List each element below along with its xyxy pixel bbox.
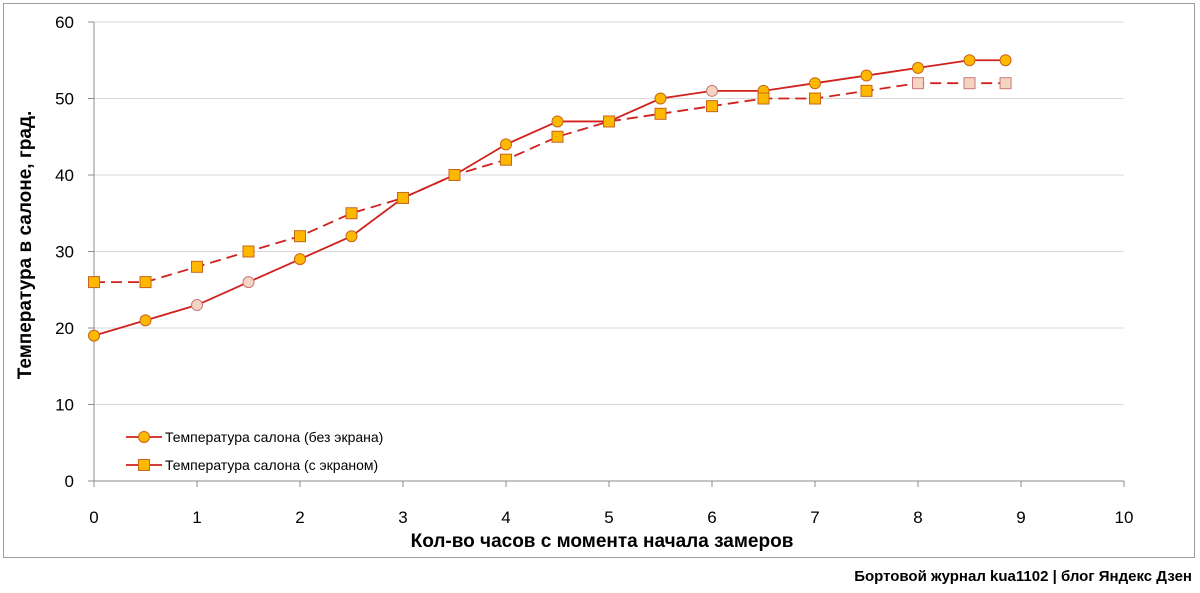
data-point xyxy=(345,207,358,220)
y-tick-label: 30 xyxy=(55,243,74,262)
grid-lines xyxy=(94,21,1124,405)
x-axis-title: Кол-во часов с момента начала замеров xyxy=(411,531,794,552)
y-tick-label: 50 xyxy=(55,90,74,109)
data-point xyxy=(654,107,667,120)
chart-frame xyxy=(3,3,1195,558)
data-point xyxy=(294,230,306,243)
data-point xyxy=(706,100,718,113)
data-point xyxy=(88,276,100,289)
data-point xyxy=(860,69,873,82)
y-tick-label: 40 xyxy=(55,166,74,185)
x-tick-label: 2 xyxy=(295,508,304,527)
series-group xyxy=(88,54,1012,342)
data-point xyxy=(139,314,152,327)
data-point xyxy=(397,191,409,204)
series-with-screen xyxy=(88,77,1012,289)
y-tick-label: 60 xyxy=(55,13,74,32)
legend-label-with-screen: Температура салона (с экраном) xyxy=(165,457,378,473)
data-point xyxy=(448,169,461,181)
data-point xyxy=(191,260,203,273)
x-tick-label: 0 xyxy=(89,508,98,527)
data-point xyxy=(999,54,1012,67)
y-tick-label: 10 xyxy=(55,396,74,415)
y-axis-title: Температура в салоне, град. xyxy=(15,111,36,380)
data-point xyxy=(294,253,306,266)
data-point xyxy=(860,84,873,97)
data-point xyxy=(191,299,203,312)
y-tick-label: 20 xyxy=(55,319,74,338)
data-point xyxy=(139,276,152,289)
data-point xyxy=(500,153,512,166)
legend-item-with-screen: Температура салона (с экраном) xyxy=(126,457,378,473)
x-tick-label: 1 xyxy=(192,508,201,527)
data-point xyxy=(654,92,667,105)
data-point xyxy=(88,329,100,342)
source-caption: Бортовой журнал kua1102 | блог Яндекс Дз… xyxy=(854,568,1192,585)
x-tick-label: 8 xyxy=(913,508,922,527)
axes: 0 10 20 30 40 50 60 0 1 2 3 4 5 6 7 8 9 10 xyxy=(55,13,1133,527)
data-point xyxy=(242,245,255,258)
legend-label-without-screen: Температура салона (без экрана) xyxy=(165,429,383,445)
data-point xyxy=(809,92,821,105)
data-point xyxy=(345,230,358,243)
series-line xyxy=(94,82,1006,284)
legend-marker-square xyxy=(138,459,150,471)
data-point xyxy=(757,92,770,105)
data-point xyxy=(999,77,1012,90)
data-point xyxy=(963,54,976,67)
x-tick-label: 6 xyxy=(707,508,716,527)
data-point xyxy=(551,115,564,128)
legend-item-without-screen: Температура салона (без экрана) xyxy=(126,429,383,445)
data-point xyxy=(963,77,976,90)
x-tick-label: 9 xyxy=(1016,508,1025,527)
legend: Температура салона (без экрана) Температ… xyxy=(126,429,383,473)
data-point xyxy=(242,276,255,289)
data-point xyxy=(603,115,615,128)
data-point xyxy=(912,61,924,74)
y-tick-label: 0 xyxy=(65,472,74,491)
chart: 0 10 20 30 40 50 60 0 1 2 3 4 5 6 7 8 9 10 Кол-во часов с… xyxy=(15,13,1133,552)
series-line xyxy=(93,59,1006,337)
legend-marker-circle xyxy=(138,431,150,443)
data-point xyxy=(500,138,512,151)
data-point xyxy=(706,84,718,97)
x-tick-label: 4 xyxy=(501,508,510,527)
data-point xyxy=(912,77,924,90)
data-point xyxy=(551,130,564,143)
series-without-screen xyxy=(88,54,1012,342)
x-tick-label: 10 xyxy=(1115,508,1134,527)
x-tick-label: 7 xyxy=(810,508,819,527)
x-tick-label: 3 xyxy=(398,508,407,527)
x-tick-label: 5 xyxy=(604,508,613,527)
data-point xyxy=(809,77,821,90)
